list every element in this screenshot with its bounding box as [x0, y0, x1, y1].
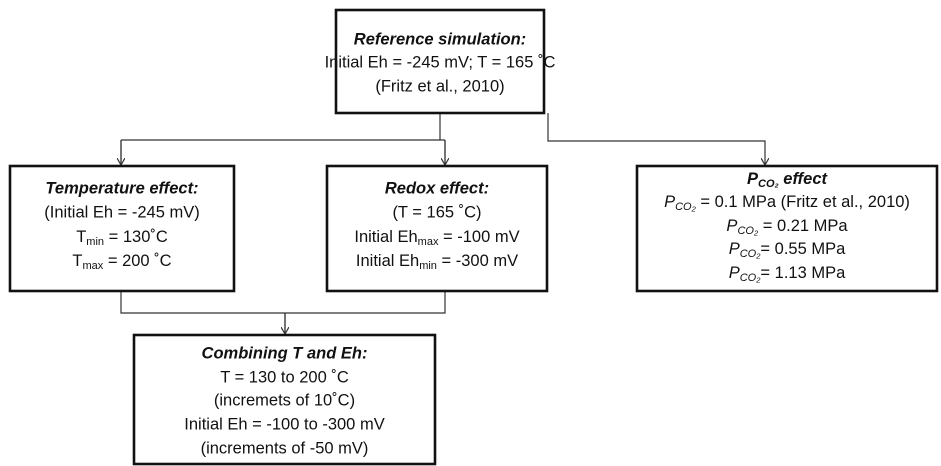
subscript: CO₂: [740, 272, 762, 284]
text-part: = 130˚C: [104, 228, 168, 246]
text-line: PCO₂ = 0.21 MPa: [726, 217, 848, 237]
text-part: P: [747, 170, 759, 188]
text-line: (Initial Eh = -245 mV): [44, 203, 199, 221]
node-box: [635, 164, 939, 293]
text-line: PCO₂= 0.55 MPa: [729, 240, 846, 260]
text-line: PCO₂ = 0.1 MPa (Fritz et al., 2010): [664, 193, 910, 213]
text-part: = 0.21 MPa: [758, 217, 848, 235]
text-line: Tmax = 200 ˚C: [72, 252, 171, 272]
text-part: = 0.55 MPa: [760, 240, 846, 258]
text-line: Tmin = 130˚C: [76, 228, 168, 248]
text-part: Initial Eh: [354, 228, 417, 246]
node: Reference simulation: Initial Eh = -245 m…: [325, 8, 556, 115]
text-line: Initial Eh = -100 to -300 mV: [184, 415, 384, 433]
text-part: = 1.13 MPa: [760, 264, 846, 282]
subscript: CO₂: [737, 225, 759, 237]
text-part: T: [76, 228, 86, 246]
node-box: [132, 333, 437, 466]
text-line: PCO₂ effect: [747, 170, 829, 190]
node-box: [325, 164, 549, 293]
node-box: [334, 8, 546, 115]
text-line: PCO₂= 1.13 MPa: [729, 264, 846, 284]
subscript: max: [82, 260, 103, 272]
text-part: P: [729, 240, 740, 258]
node: Combining T and Eh: T = 130 to 200 ˚C (inc…: [132, 333, 437, 466]
text-line: Temperature effect:: [45, 179, 198, 197]
node-box: [8, 164, 236, 293]
text-line: (increments of -50 mV): [201, 439, 369, 457]
subscript: min: [86, 236, 104, 248]
node: Redox effect:(T = 165 ˚C)Initial Ehmax =…: [325, 164, 549, 293]
subscript: CO₂: [675, 201, 697, 213]
node: Temperature effect: (Initial Eh = -245 mV…: [8, 164, 236, 293]
text-part: = -300 mV: [437, 252, 518, 270]
subscript: min: [419, 260, 437, 272]
text-part: P: [726, 217, 737, 235]
text-line: Combining T and Eh:: [202, 344, 368, 362]
text-part: effect: [779, 170, 829, 188]
connector: [120, 113, 446, 165]
text-line: Initial Eh = -245 mV; T = 165 ˚C: [325, 53, 556, 71]
text-part: = 0.1 MPa (Fritz et al., 2010): [696, 193, 910, 211]
text-part: P: [729, 264, 740, 282]
subscript: CO₂: [740, 248, 762, 260]
subscript: max: [418, 236, 439, 248]
text-line: Redox effect:: [385, 179, 489, 197]
connectors: [121, 113, 765, 334]
text-part: T: [72, 252, 82, 270]
text-part: = -100 mV: [438, 228, 519, 246]
connector: [120, 291, 446, 334]
arrow: [547, 113, 765, 165]
text-line: Initial Ehmax = -100 mV: [354, 228, 519, 248]
text-line: Initial Ehmin = -300 mV: [356, 252, 518, 272]
text-line: Reference simulation:: [354, 30, 526, 48]
text-line: (T = 165 ˚C): [392, 203, 481, 221]
text-line: T = 130 to 200 ˚C: [220, 368, 349, 386]
text-line: (Fritz et al., 2010): [375, 77, 504, 95]
text-line: (incremets of 10˚C): [214, 391, 355, 409]
text-part: Initial Eh: [356, 252, 419, 270]
text-part: = 200 ˚C: [103, 252, 171, 270]
text-part: P: [664, 193, 675, 211]
subscript: CO₂: [758, 178, 779, 190]
